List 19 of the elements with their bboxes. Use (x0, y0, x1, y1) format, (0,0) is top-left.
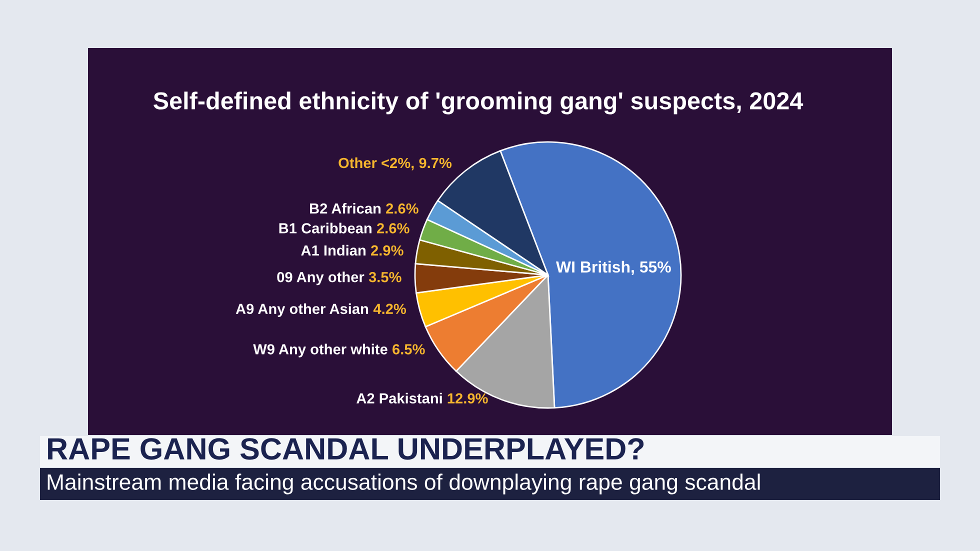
data-label: 12.9% (448, 393, 488, 404)
text: RAPE GANG SCANDAL UNDERPLAYED? (48, 438, 644, 460)
data-label: 2.6% (376, 223, 410, 234)
data-label: 2.9% (371, 245, 404, 256)
slice-label: A2 Pakistani (356, 392, 442, 404)
text: Mainstream media facing accusations of downplaying rape gang scandal (48, 474, 760, 494)
slice-label: A9 Any other Asian (236, 303, 368, 317)
slice-label: A1 Indian (301, 244, 366, 256)
data-label: 2.6% (386, 203, 418, 214)
slice-label: B1 Caribbean (279, 222, 372, 234)
slice-label: WI British, 55% (556, 260, 671, 275)
data-label: 6.5% (392, 344, 425, 354)
chart-title: Self-defined ethnicity of 'grooming gang' suspects, 2024 (154, 92, 804, 114)
slice-label: W9 Any other white (253, 344, 388, 358)
slice-label: B2 African (310, 202, 381, 214)
slice-label: 09 Any other (277, 272, 364, 286)
data-label: 3.5% (368, 272, 402, 282)
data-label: 4.2% (373, 304, 406, 314)
slice-label: Other <2%, 9.7% (338, 157, 452, 170)
